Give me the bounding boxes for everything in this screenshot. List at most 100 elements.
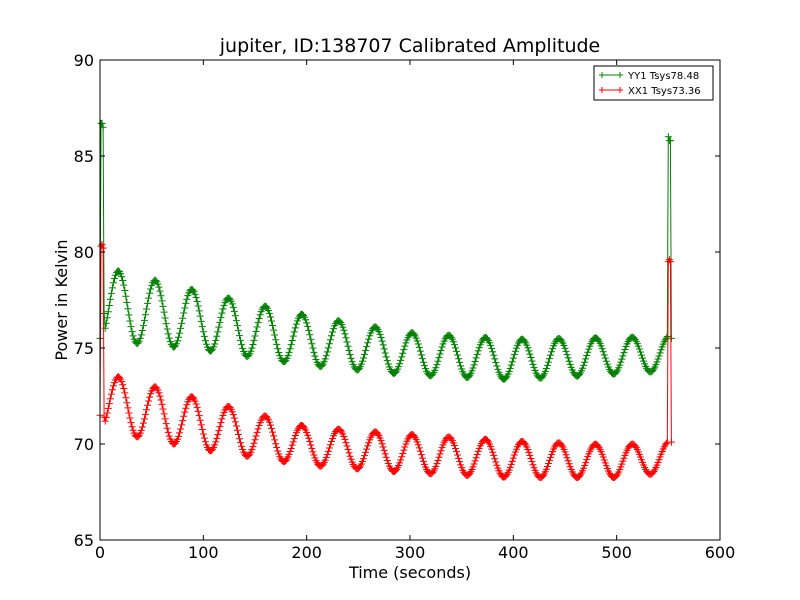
data-point-marker xyxy=(374,430,382,438)
data-point-marker xyxy=(401,342,409,350)
data-point-marker xyxy=(469,364,477,372)
data-point-marker xyxy=(126,317,134,325)
data-point-marker xyxy=(343,442,351,450)
data-point-marker xyxy=(285,450,293,458)
x-axis-label: Time (seconds) xyxy=(348,563,471,582)
data-point-marker xyxy=(617,358,625,366)
data-point-marker xyxy=(254,319,262,327)
data-point-marker xyxy=(305,326,313,334)
data-point-marker xyxy=(198,426,206,434)
data-point-marker xyxy=(527,454,535,462)
data-point-marker xyxy=(287,444,295,452)
data-point-marker xyxy=(491,355,499,363)
data-point-marker xyxy=(665,256,673,264)
data-point-marker xyxy=(510,451,518,459)
data-point-marker xyxy=(192,400,200,408)
data-point-marker xyxy=(157,396,165,404)
data-point-marker xyxy=(200,434,208,442)
data-point-marker xyxy=(364,442,372,450)
data-point-marker xyxy=(303,319,311,327)
data-point-marker xyxy=(450,442,458,450)
data-point-marker xyxy=(273,443,281,451)
data-point-marker xyxy=(326,336,334,344)
data-point-marker xyxy=(666,258,674,266)
data-point-marker xyxy=(450,341,458,349)
data-point-marker xyxy=(147,285,155,293)
legend-swatch-marker xyxy=(617,87,623,93)
data-point-marker xyxy=(289,438,297,446)
data-point-marker xyxy=(323,451,331,459)
data-point-marker xyxy=(199,430,207,438)
data-point-marker xyxy=(417,451,425,459)
data-point-marker xyxy=(216,318,224,326)
data-point-marker xyxy=(438,444,446,452)
data-point-marker xyxy=(543,462,551,470)
data-point-marker xyxy=(340,326,348,334)
data-point-marker xyxy=(472,454,480,462)
data-point-marker xyxy=(219,305,227,313)
data-point-marker xyxy=(399,449,407,457)
data-point-marker xyxy=(655,352,663,360)
data-point-marker xyxy=(267,421,274,429)
x-tick-label: 100 xyxy=(188,543,219,562)
data-point-marker xyxy=(505,367,513,375)
data-point-marker xyxy=(456,358,464,366)
data-point-marker xyxy=(453,448,460,456)
data-point-marker xyxy=(380,345,388,353)
data-point-marker xyxy=(429,468,437,476)
data-point-marker xyxy=(127,419,135,427)
data-point-marker xyxy=(410,432,418,440)
data-point-marker xyxy=(99,123,107,131)
data-point-marker xyxy=(139,322,147,330)
data-point-marker xyxy=(226,404,234,412)
data-point-marker xyxy=(252,432,260,440)
data-point-marker xyxy=(365,335,373,343)
data-point-marker xyxy=(543,361,551,369)
data-point-marker xyxy=(196,416,204,424)
data-point-marker xyxy=(178,319,186,327)
data-point-marker xyxy=(146,393,154,401)
data-point-marker xyxy=(160,308,168,316)
data-point-marker xyxy=(229,303,237,311)
data-point-marker xyxy=(238,442,246,450)
data-point-marker xyxy=(100,309,108,317)
data-point-marker xyxy=(214,431,222,439)
data-point-marker xyxy=(653,358,661,366)
data-point-marker xyxy=(122,394,130,402)
data-point-marker xyxy=(563,454,571,462)
data-point-marker xyxy=(381,349,389,357)
data-point-marker xyxy=(650,467,658,475)
data-point-marker xyxy=(139,419,147,427)
data-point-marker xyxy=(546,456,553,464)
data-point-marker xyxy=(162,320,170,328)
data-point-marker xyxy=(157,292,165,300)
data-point-marker xyxy=(253,323,261,331)
data-point-marker xyxy=(264,306,272,314)
data-point-marker xyxy=(255,314,263,322)
data-point-marker xyxy=(667,438,675,446)
data-point-marker xyxy=(319,460,327,468)
data-point-marker xyxy=(474,447,482,455)
data-point-marker xyxy=(198,323,206,331)
data-point-marker xyxy=(416,447,424,455)
data-point-marker xyxy=(237,439,245,447)
data-point-marker xyxy=(181,408,189,416)
data-point-marker xyxy=(511,347,519,355)
data-point-marker xyxy=(583,456,591,464)
data-point-marker xyxy=(231,418,239,426)
data-point-marker xyxy=(563,351,571,359)
data-point-marker xyxy=(181,304,189,312)
data-point-marker xyxy=(564,354,572,362)
data-point-marker xyxy=(434,457,442,465)
legend-swatch-marker xyxy=(599,72,605,78)
data-point-marker xyxy=(667,334,675,342)
data-point-marker xyxy=(542,365,550,373)
data-point-marker xyxy=(284,352,292,360)
data-point-marker xyxy=(237,336,245,344)
data-point-marker xyxy=(616,361,624,369)
data-point-marker xyxy=(288,441,296,449)
data-point-marker xyxy=(144,299,152,307)
data-point-marker xyxy=(447,435,455,443)
data-point-marker xyxy=(402,339,410,347)
